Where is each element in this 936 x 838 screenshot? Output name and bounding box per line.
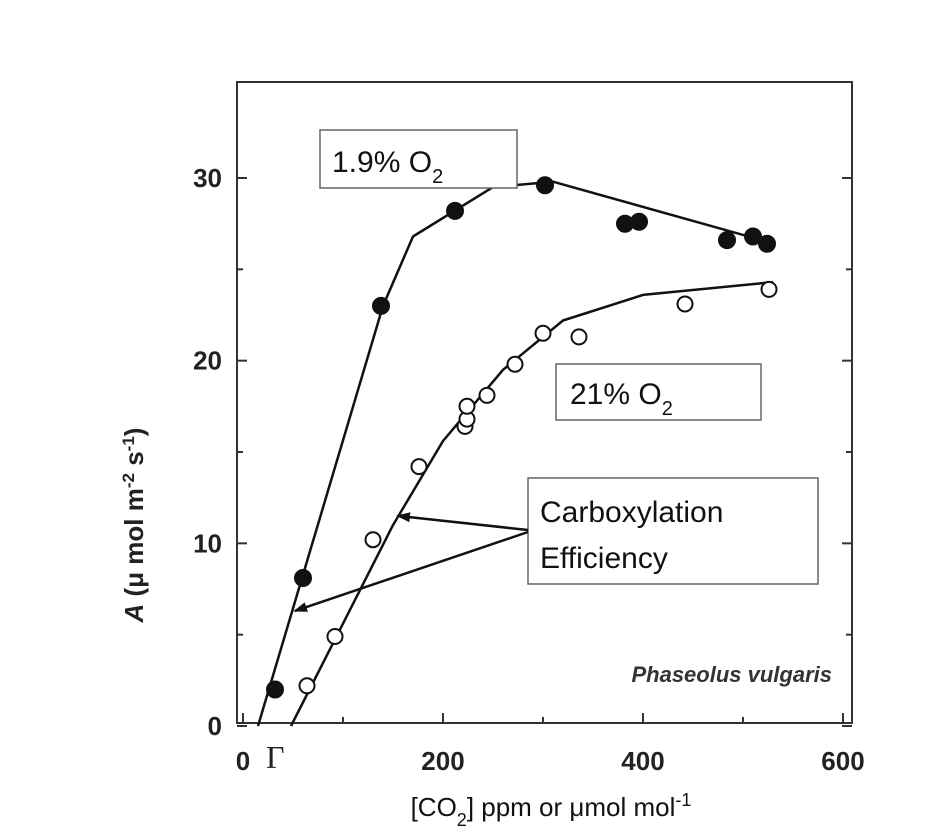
svg-text:1.9% O2: 1.9% O2 (332, 146, 443, 188)
x-tick-label: 0 (236, 746, 250, 776)
species-label: Phaseolus vulgaris (631, 662, 832, 687)
point-normal-o2 (364, 531, 382, 549)
fit-line-series-2 (289, 280, 774, 727)
carboxylation-annotation: Carboxylation Efficiency (527, 477, 819, 585)
annotation-arrow (396, 512, 529, 532)
point-low-o2 (744, 227, 762, 246)
point-low-o2 (718, 231, 736, 250)
plot-frame (236, 81, 853, 724)
point-normal-o2 (760, 280, 778, 298)
point-normal-o2 (458, 397, 476, 415)
legend-box-normal-o2: 21% O2 (555, 363, 762, 421)
point-low-o2 (372, 296, 390, 315)
point-low-o2 (536, 176, 554, 195)
x-tick-label: 200 (421, 746, 464, 776)
y-tick-label: 30 (193, 163, 222, 193)
point-low-o2 (446, 201, 464, 220)
point-low-o2 (758, 234, 776, 253)
annotation-arrows (293, 512, 529, 613)
point-normal-o2 (534, 324, 552, 342)
annotation-line-1: Carboxylation (540, 496, 723, 529)
point-normal-o2 (326, 628, 344, 645)
y-axis-label: A (μ mol m-2 s-1) (119, 428, 150, 624)
y-tick-label: 0 (208, 711, 222, 741)
data-points (266, 176, 778, 699)
y-tick-label: 10 (193, 528, 222, 558)
point-normal-o2 (570, 328, 588, 346)
point-normal-o2 (410, 458, 428, 476)
gamma-label: Γ (266, 739, 285, 775)
annotation-line-2: Efficiency (540, 542, 668, 575)
y-axis-ticks: 0 10 20 30 (193, 163, 852, 741)
x-axis-ticks: 0 200 400 600 (236, 713, 865, 776)
y-tick-label: 20 (193, 346, 222, 376)
point-normal-o2 (506, 355, 524, 373)
point-normal-o2 (676, 295, 694, 313)
annotation-arrow (293, 530, 529, 613)
point-low-o2 (266, 680, 284, 699)
point-low-o2 (294, 569, 312, 587)
point-low-o2 (630, 212, 648, 231)
point-normal-o2 (478, 386, 496, 404)
x-axis-label: [CO2] ppm or μmol mol-1 (411, 790, 692, 830)
legend-box-low-o2: 1.9% O2 (319, 129, 518, 189)
svg-text:21% O2: 21% O2 (570, 378, 673, 420)
x-tick-label: 600 (821, 746, 864, 776)
point-normal-o2 (298, 677, 316, 695)
x-tick-label: 400 (621, 746, 664, 776)
